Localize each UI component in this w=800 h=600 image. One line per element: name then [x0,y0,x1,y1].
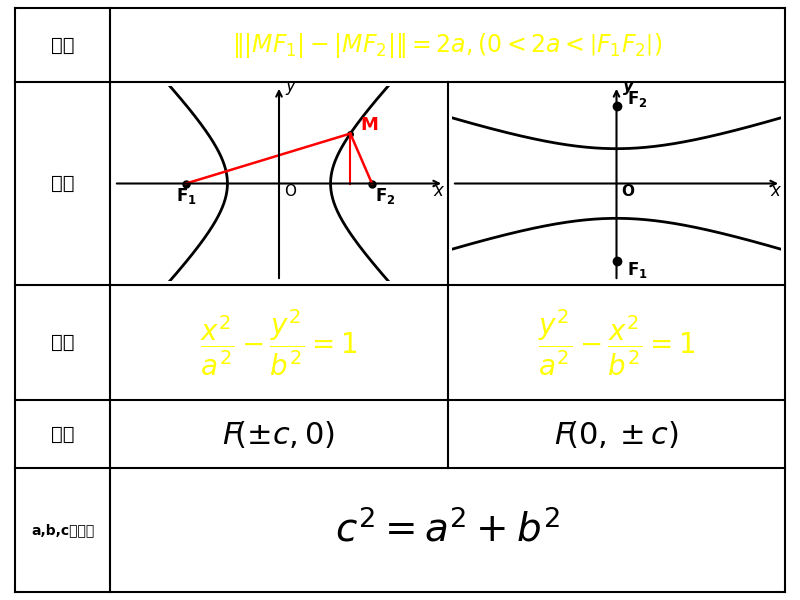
Text: $\mathbf{F_1}$: $\mathbf{F_1}$ [176,186,197,206]
Text: O: O [284,184,296,199]
Text: O: O [622,184,634,199]
Text: 定义: 定义 [50,35,74,55]
Text: $F\!\left(\pm c,0\right)$: $F\!\left(\pm c,0\right)$ [222,419,335,449]
Text: $\left\||MF_1|-|MF_2|\right\|=2a,\left(0<2a<\left|F_1F_2\right|\right)$: $\left\||MF_1|-|MF_2|\right\|=2a,\left(0… [233,31,662,59]
Text: $\mathbf{F_2}$: $\mathbf{F_2}$ [626,89,647,109]
Text: a,b,c的关系: a,b,c的关系 [31,523,94,537]
Text: 焦点: 焦点 [50,425,74,443]
Text: $\mathbf{F_2}$: $\mathbf{F_2}$ [374,186,395,206]
Text: y: y [622,77,634,95]
Text: 图象: 图象 [50,174,74,193]
Text: $\mathbf{M}$: $\mathbf{M}$ [360,116,378,134]
Text: $\mathbf{F_1}$: $\mathbf{F_1}$ [626,260,647,280]
Text: $\dfrac{x^2}{a^2}-\dfrac{y^2}{b^2}=1$: $\dfrac{x^2}{a^2}-\dfrac{y^2}{b^2}=1$ [201,307,358,378]
Text: x: x [434,182,444,200]
Text: x: x [771,182,781,200]
Text: 方程: 方程 [50,333,74,352]
Text: $\dfrac{y^2}{a^2}-\dfrac{x^2}{b^2}=1$: $\dfrac{y^2}{a^2}-\dfrac{x^2}{b^2}=1$ [538,307,695,378]
Text: $F\!\left(0,\pm c\right)$: $F\!\left(0,\pm c\right)$ [554,419,679,449]
Text: y: y [285,77,295,95]
Text: $c^2=a^2+b^2$: $c^2=a^2+b^2$ [335,510,560,550]
